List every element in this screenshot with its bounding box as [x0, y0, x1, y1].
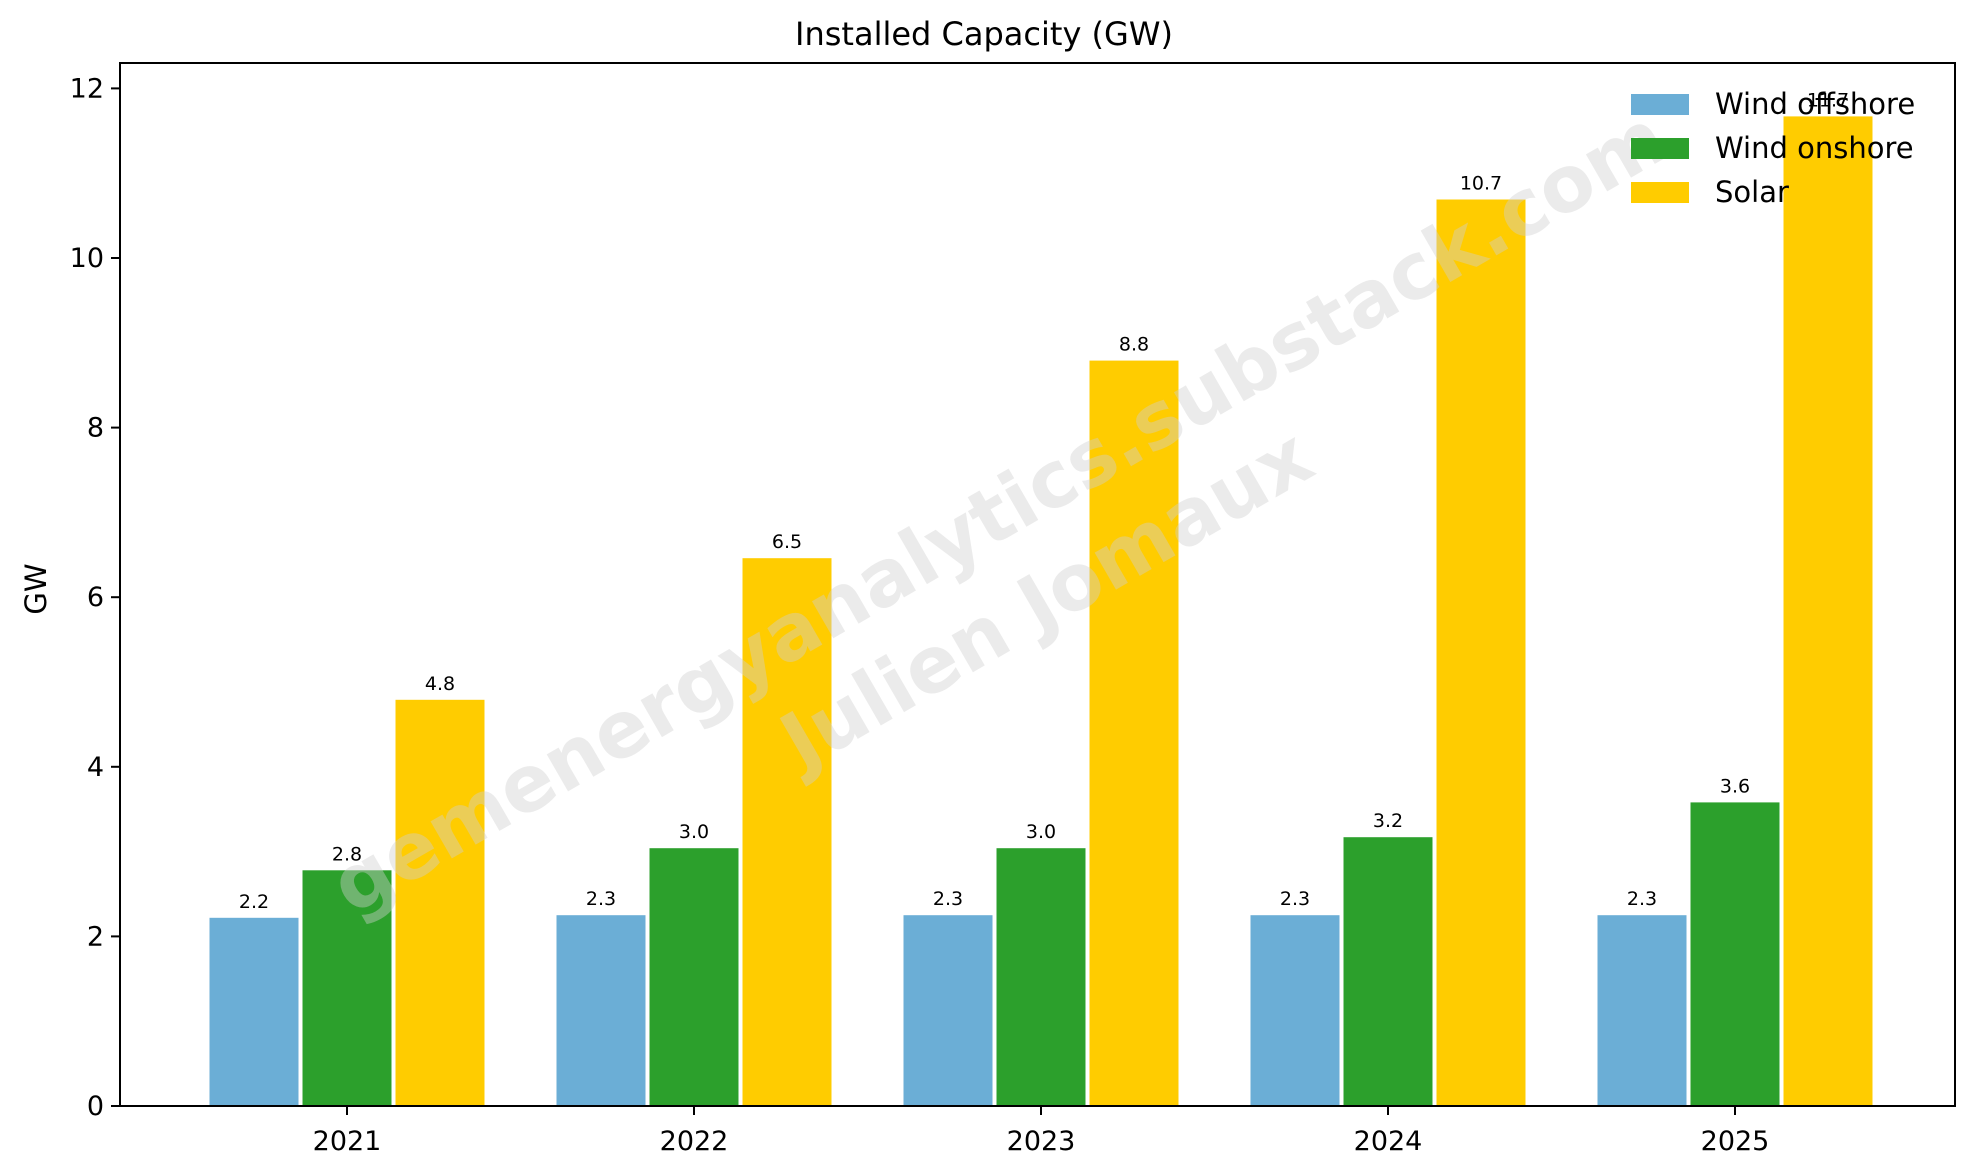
y-tick-label-8: 8 [87, 413, 104, 444]
bar-solar-2021 [395, 699, 485, 1106]
legend-swatch-wind-offshore [1631, 94, 1689, 115]
bar-wind-onshore-2022 [649, 848, 739, 1106]
data-label-wind-offshore-2024: 2.3 [1280, 888, 1310, 910]
data-label-solar-2022: 6.5 [772, 531, 802, 553]
x-tick-label-2024: 2024 [1354, 1126, 1423, 1157]
bar-solar-2022 [742, 558, 832, 1106]
axes-frame [119, 62, 1956, 1107]
bar-solar-2025 [1783, 116, 1873, 1106]
bar-wind-offshore-2025 [1597, 915, 1687, 1106]
bar-wind-onshore-2024 [1343, 837, 1433, 1106]
x-tick-label-2025: 2025 [1701, 1126, 1770, 1157]
bar-wind-onshore-2025 [1690, 802, 1780, 1106]
data-label-wind-offshore-2022: 2.3 [586, 888, 616, 910]
data-label-wind-offshore-2021: 2.2 [239, 891, 269, 913]
y-axis-label: GW [19, 563, 53, 614]
x-tick-label-2023: 2023 [1007, 1126, 1076, 1157]
data-label-solar-2025: 11.7 [1807, 89, 1849, 111]
bar-solar-2023 [1089, 360, 1179, 1107]
bar-wind-onshore-2023 [996, 848, 1086, 1106]
data-label-wind-offshore-2023: 2.3 [933, 888, 963, 910]
legend-label-solar: Solar [1715, 175, 1789, 209]
x-tick-label-2022: 2022 [660, 1126, 729, 1157]
bar-wind-offshore-2021 [209, 917, 299, 1106]
plot-area: 2.2 2.3 2.3 2.3 2.3 2.8 3.0 3.0 3.2 3.6 4.8 6.5 8.8 1… [70, 62, 1956, 1157]
y-tick-label-0: 0 [87, 1091, 104, 1122]
legend-swatch-wind-onshore [1631, 138, 1689, 159]
bar-solar-2024 [1436, 199, 1526, 1106]
bar-wind-offshore-2022 [556, 915, 646, 1106]
bar-wind-offshore-2023 [903, 915, 993, 1106]
chart-title: Installed Capacity (GW) [795, 15, 1173, 53]
y-tick-label-6: 6 [87, 582, 104, 613]
data-label-solar-2023: 8.8 [1119, 334, 1149, 356]
y-tick-label-12: 12 [70, 73, 104, 104]
legend-label-wind-onshore: Wind onshore [1715, 131, 1914, 165]
bar-wind-onshore-2021 [302, 870, 392, 1106]
legend: Wind offshore Wind onshore Solar [1631, 87, 1915, 209]
data-label-wind-onshore-2022: 3.0 [679, 821, 709, 843]
data-label-wind-onshore-2023: 3.0 [1026, 821, 1056, 843]
data-label-wind-onshore-2024: 3.2 [1373, 810, 1403, 832]
y-tick-label-4: 4 [87, 752, 104, 783]
data-label-wind-offshore-2025: 2.3 [1627, 888, 1657, 910]
y-tick-label-2: 2 [87, 921, 104, 952]
data-label-solar-2024: 10.7 [1460, 173, 1502, 195]
legend-swatch-solar [1631, 182, 1689, 203]
y-tick-label-10: 10 [70, 243, 104, 274]
x-tick-label-2021: 2021 [313, 1126, 382, 1157]
data-label-wind-onshore-2025: 3.6 [1720, 775, 1750, 797]
data-label-wind-onshore-2021: 2.8 [332, 843, 362, 865]
bar-wind-offshore-2024 [1250, 915, 1340, 1106]
legend-label-wind-offshore: Wind offshore [1715, 87, 1915, 121]
data-label-solar-2021: 4.8 [425, 673, 455, 695]
